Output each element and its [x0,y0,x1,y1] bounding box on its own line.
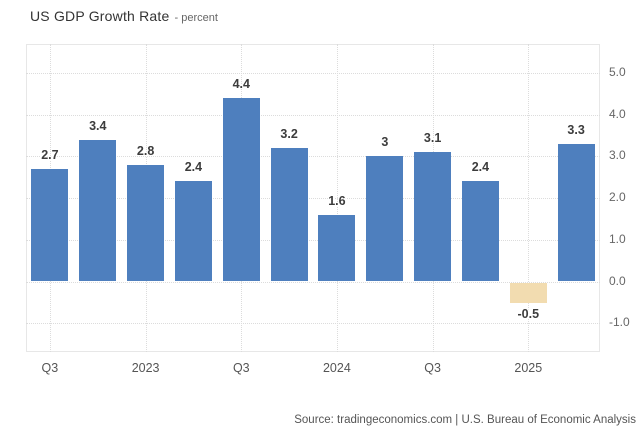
gridline-horizontal [26,239,600,241]
bar[interactable] [270,147,308,282]
bar[interactable] [174,181,212,282]
bar-value-label: 4.4 [232,76,250,91]
bar[interactable] [127,164,165,282]
bar[interactable] [366,156,404,282]
gridline-horizontal [26,281,600,283]
chart-subtitle: - percent [174,12,218,24]
gridline-horizontal [26,198,600,199]
y-axis-tick-label: 3.0 [609,148,626,163]
y-axis-tick-label: -1.0 [609,315,630,330]
x-axis-tick-label: Q3 [232,361,250,375]
gridline-vertical [528,44,530,352]
gridline-horizontal [26,72,600,74]
y-axis-tick-label: 0.0 [609,273,626,288]
bar[interactable] [79,139,117,282]
x-axis-tick-label: Q3 [41,361,59,375]
bar[interactable] [509,282,547,304]
chart-title: US GDP Growth Rate [30,8,170,24]
gridline-horizontal [26,156,600,158]
bar-value-label: 3.4 [89,118,107,133]
gridline-horizontal [26,323,600,325]
x-axis-tick-label: 2025 [514,361,543,375]
source-attribution: Source: tradingeconomics.com | U.S. Bure… [294,414,636,426]
bar-value-label: 2.8 [136,143,155,158]
y-axis-tick-label: 1.0 [609,231,626,246]
x-axis-tick-label: 2023 [131,361,160,375]
bar-value-label: 3 [381,135,389,150]
y-axis-tick-label: 5.0 [609,64,626,79]
bar[interactable] [31,168,69,282]
gridline-horizontal [26,114,600,116]
bar[interactable] [318,214,356,282]
y-axis-tick-label: 2.0 [609,190,626,204]
bar-value-label: 1.6 [328,193,346,208]
bar-value-label: 3.1 [423,131,442,146]
chart-title-row: US GDP Growth Rate - percent [30,8,218,26]
bar-value-label: 2.4 [184,160,203,175]
bar[interactable] [222,97,260,282]
x-axis-tick-label: 2024 [322,361,351,375]
bar-value-label: 3.2 [280,126,298,141]
bar-value-label: 3.3 [567,122,585,137]
y-axis-tick-label: 4.0 [609,106,626,121]
bar-value-label: 2.4 [471,160,490,175]
gridline-vertical [336,44,338,352]
bar[interactable] [461,181,499,282]
x-axis-tick-label: Q3 [424,361,441,375]
bar[interactable] [557,143,595,282]
bar-value-label: 2.7 [41,147,59,162]
bar[interactable] [414,152,452,282]
bar-value-label: -0.5 [517,307,540,322]
